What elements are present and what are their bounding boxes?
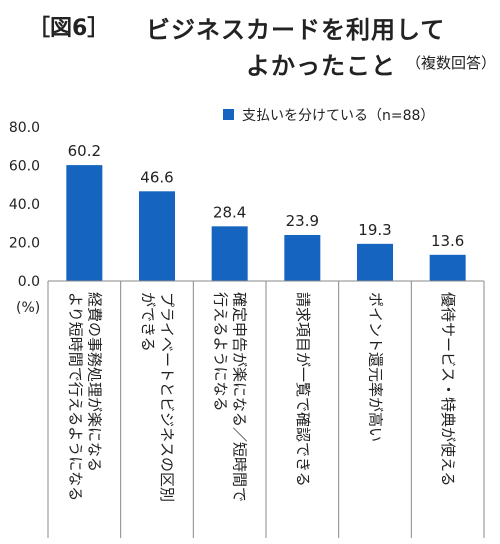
bar-value-label: 28.4 [213,203,246,221]
y-tick-label: 20.0 [9,236,40,252]
chart-title-line1: ビジネスカードを利用して [146,16,446,44]
x-tick-label: 優待サービス・特典が使える [439,292,457,487]
x-tick-label: より短時間で行えるようになる [66,292,84,501]
bar [66,165,103,281]
bar [139,191,175,281]
bar-value-label: 60.2 [68,142,101,160]
y-tick-label: 80.0 [9,120,40,136]
y-tick-label: 0.0 [18,274,40,290]
chart-title-note: （複数回答） [406,54,497,72]
bar-value-label: 46.6 [140,168,173,186]
legend-swatch [223,109,234,120]
y-tick-label: 40.0 [9,197,40,213]
bar [429,254,466,281]
x-tick-label: 経費の事務処理が楽になる [85,292,103,472]
chart-title-line2: よかったこと [246,52,396,80]
x-tick-label: 請求項目が一覧で確認できる [294,292,312,487]
x-tick-label: ができる [139,292,157,352]
bar [357,243,393,281]
bar-value-label: 13.6 [431,232,464,250]
legend-label: 支払いを分けている（n=88） [242,108,434,124]
bar-value-label: 19.3 [358,221,391,239]
x-tick-label: 行えるようになる [212,292,230,412]
x-tick-label: プライベートとビジネスの区別 [158,292,176,502]
chart-title-block: ［図6］ ビジネスカードを利用して よかったこと （複数回答） [28,6,498,80]
y-tick-label: 60.0 [9,159,40,175]
bar [284,234,321,281]
x-tick-label: 確定申告が楽になる／短時間で [231,292,249,502]
figure-label: ［図6］ [28,16,110,41]
bar [211,226,248,281]
y-axis-unit-label: (%) [16,300,40,316]
x-tick-label: ポイント還元率が高い [367,292,385,442]
bar-value-label: 23.9 [286,212,319,230]
